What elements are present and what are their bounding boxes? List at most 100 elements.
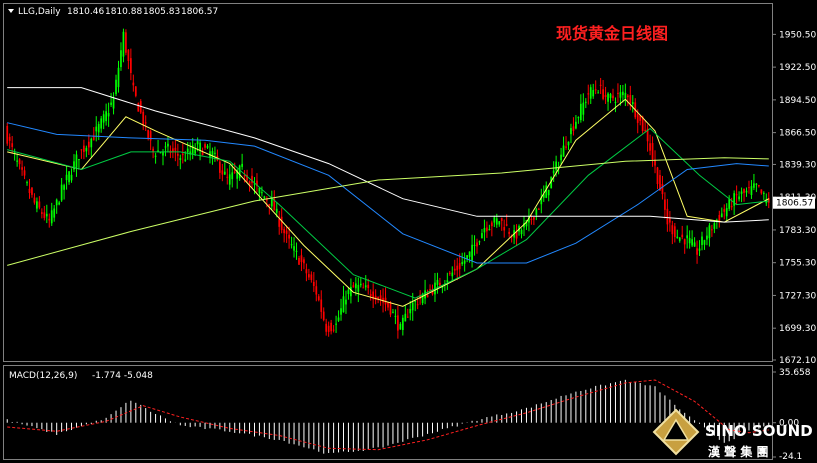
candle-body xyxy=(33,197,36,203)
candle-body xyxy=(248,181,251,186)
candle-body xyxy=(537,208,540,210)
candle-body xyxy=(132,82,135,86)
candle-body xyxy=(661,184,664,195)
candle-body xyxy=(120,50,122,68)
candle-body xyxy=(448,272,451,274)
candle-body xyxy=(767,198,770,203)
candle-body xyxy=(686,235,689,239)
candle-body xyxy=(589,87,592,99)
candle-body xyxy=(762,192,765,194)
candle-body xyxy=(436,279,439,285)
candle-body xyxy=(748,187,750,189)
candle-body xyxy=(458,263,461,270)
macd-signal-line xyxy=(7,379,769,451)
high-value: 1810.88 xyxy=(105,7,142,17)
candle-body xyxy=(404,313,407,322)
candle-body xyxy=(350,287,352,297)
candle-body xyxy=(515,231,518,239)
candle-body xyxy=(147,130,150,139)
candle-body xyxy=(332,329,335,331)
candle-body xyxy=(728,199,731,209)
candle-body xyxy=(389,302,392,315)
candle-body xyxy=(614,101,617,103)
price-tick-label: 1894.50 xyxy=(779,96,816,106)
candle-body xyxy=(622,91,624,96)
candle-body xyxy=(186,148,189,153)
candle-body xyxy=(196,141,199,145)
candle-body xyxy=(740,191,743,194)
brand-logo: SINO SOUND 漢 聲 集 團 xyxy=(652,408,813,459)
candle-body xyxy=(167,143,169,147)
candle-body xyxy=(421,294,424,304)
candle-body xyxy=(285,230,288,234)
candle-body xyxy=(23,170,26,176)
candle-body xyxy=(656,167,659,184)
candle-body xyxy=(688,238,691,244)
candle-body xyxy=(65,174,68,181)
candle-body xyxy=(387,302,389,308)
candle-body xyxy=(68,171,70,183)
candle-body xyxy=(641,116,644,132)
candle-body xyxy=(303,259,305,264)
macd-axis: 35.658 0.00 -24.1 xyxy=(772,368,811,462)
candle-body xyxy=(617,92,619,94)
candle-body xyxy=(184,159,187,161)
symbol-label: LLG,Daily xyxy=(18,7,61,17)
candle-body xyxy=(542,194,545,198)
candle-body xyxy=(654,159,656,166)
candle-body xyxy=(406,316,409,318)
candle-body xyxy=(382,297,384,303)
chart-title: 现货黄金日线图 xyxy=(556,24,668,43)
price-axis: 1950.501922.501894.501866.501839.301811.… xyxy=(772,30,816,366)
candle-body xyxy=(40,212,43,214)
candle-body xyxy=(575,121,577,129)
candle-body xyxy=(221,170,224,175)
candle-body xyxy=(735,194,738,196)
candle-body xyxy=(206,145,209,148)
candle-body xyxy=(651,143,654,160)
candle-body xyxy=(488,229,491,231)
candle-body xyxy=(142,111,145,126)
candle-body xyxy=(639,115,642,121)
candle-body xyxy=(352,285,355,288)
candle-body xyxy=(565,146,567,148)
candle-body xyxy=(275,208,278,213)
candle-body xyxy=(604,95,607,97)
candle-body xyxy=(367,284,370,289)
candle-body xyxy=(490,222,493,227)
candle-body xyxy=(416,304,419,306)
candle-body xyxy=(288,234,290,239)
candle-body xyxy=(525,219,528,227)
candle-body xyxy=(115,79,117,95)
candle-body xyxy=(92,136,95,141)
candle-body xyxy=(75,154,78,168)
candle-body xyxy=(560,154,562,161)
candle-body xyxy=(159,151,162,154)
candle-body xyxy=(322,311,325,320)
price-tick-label: 1672.10 xyxy=(779,356,816,366)
logo-triangle-icon xyxy=(662,418,690,441)
candle-body xyxy=(325,323,328,332)
candle-body xyxy=(70,174,73,181)
candle-body xyxy=(419,294,422,299)
candle-body xyxy=(446,280,449,283)
candle-body xyxy=(409,308,412,314)
candle-body xyxy=(18,159,21,165)
macd-values: -1.774 -5.048 xyxy=(92,371,153,381)
candle-body xyxy=(354,283,357,289)
candle-body xyxy=(337,317,340,321)
candle-body xyxy=(90,138,93,148)
candle-body xyxy=(137,103,140,112)
candle-body xyxy=(520,229,523,235)
candle-body xyxy=(238,165,241,179)
candle-body xyxy=(80,149,83,151)
candle-body xyxy=(523,223,525,228)
candle-body xyxy=(718,214,721,222)
candle-body xyxy=(426,294,429,298)
candle-body xyxy=(256,180,258,186)
candle-body xyxy=(162,151,164,156)
candle-body xyxy=(127,49,130,62)
candle-body xyxy=(11,143,14,147)
candle-body xyxy=(305,269,308,274)
candle-body xyxy=(760,189,763,194)
